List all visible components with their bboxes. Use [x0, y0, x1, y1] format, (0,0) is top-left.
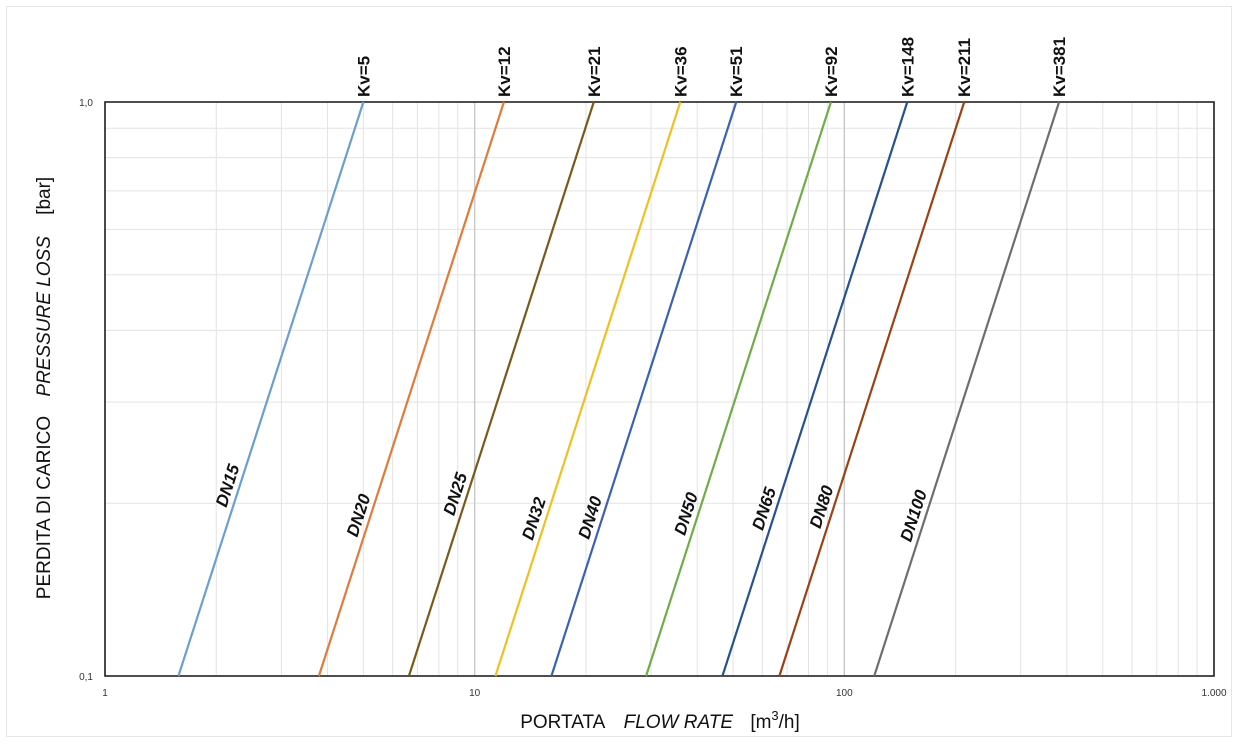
kv-label-dn65: Kv=148: [898, 37, 917, 97]
kv-label-dn50: Kv=92: [822, 46, 841, 97]
x-tick-label: 100: [836, 688, 853, 699]
series-line-dn25: [407, 101, 595, 677]
x-tick-label: 1.000: [1201, 688, 1226, 699]
y-axis-title: PERDITA DI CARICO PRESSURE LOSS [bar]: [34, 177, 55, 599]
x-tick-label: 1: [102, 688, 108, 699]
chart-frame: [6, 6, 1232, 737]
x-axis-title-plain: PORTATA: [520, 712, 605, 733]
series-line-dn15: [177, 101, 365, 677]
series-line-dn40: [550, 101, 738, 677]
x-axis-unit-pre: [m: [750, 712, 771, 733]
y-axis-title-plain: PERDITA DI CARICO: [34, 416, 55, 599]
x-axis-title: PORTATA FLOW RATE [m3/h]: [520, 708, 800, 733]
y-tick-label: 1,0: [79, 98, 93, 109]
series-line-dn50: [645, 101, 832, 677]
grid: [104, 102, 1215, 676]
y-axis-title-italic: PRESSURE LOSS: [34, 236, 55, 397]
series-line-dn65: [721, 101, 909, 677]
series-lines: [177, 101, 1061, 677]
x-tick-label: 10: [469, 688, 481, 699]
x-axis-unit-sup: 3: [771, 708, 778, 723]
kv-label-dn32: Kv=36: [671, 46, 690, 97]
tick-labels: 1 10 100 1.000 0,1 1,0: [79, 98, 1227, 699]
kv-label-dn15: Kv=5: [354, 56, 373, 97]
y-tick-label: 0,1: [79, 672, 93, 683]
kv-labels: Kv=5 Kv=12 Kv=21 Kv=36 Kv=51 Kv=92 Kv=148 Kv=21…: [354, 37, 1069, 97]
x-axis-unit-post: /h]: [779, 712, 800, 733]
kv-label-dn80: Kv=211: [955, 38, 974, 97]
y-axis-title-unit: [bar]: [34, 177, 55, 215]
series-line-dn80: [778, 101, 966, 677]
plot-area: [104, 101, 1215, 677]
kv-label-dn100: Kv=381: [1050, 37, 1069, 97]
x-axis-title-italic: FLOW RATE: [624, 712, 734, 733]
series-line-dn100: [873, 101, 1061, 677]
kv-label-dn25: Kv=21: [585, 46, 604, 97]
kv-label-dn20: Kv=12: [495, 46, 514, 97]
series-line-dn32: [494, 101, 682, 677]
kv-label-dn40: Kv=51: [727, 46, 746, 97]
series-line-dn20: [317, 101, 505, 677]
